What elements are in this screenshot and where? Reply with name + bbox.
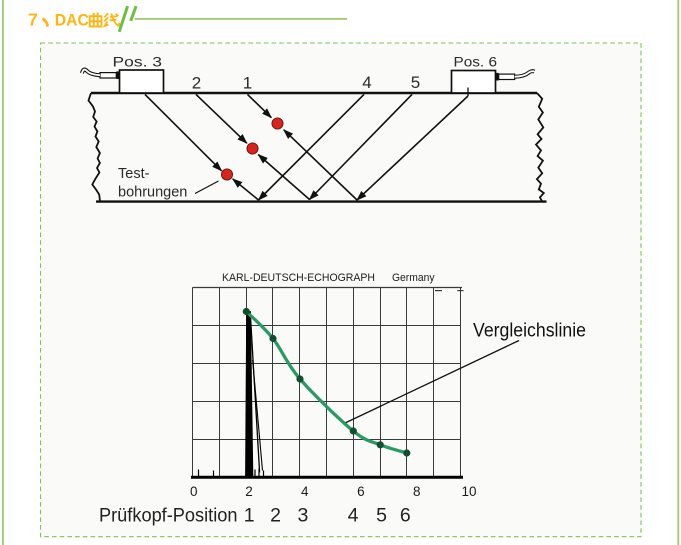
svg-text:10: 10 bbox=[461, 484, 476, 499]
svg-text:6: 6 bbox=[400, 505, 411, 527]
svg-text:0: 0 bbox=[190, 484, 198, 499]
svg-text:5: 5 bbox=[411, 73, 420, 92]
svg-text:7: 7 bbox=[28, 9, 38, 29]
svg-text:4: 4 bbox=[348, 505, 359, 527]
svg-text:Prüfkopf-Position: Prüfkopf-Position bbox=[99, 505, 238, 527]
svg-text:Germany: Germany bbox=[392, 272, 435, 284]
svg-text:4: 4 bbox=[362, 73, 371, 92]
svg-text:5: 5 bbox=[376, 505, 387, 527]
svg-text:8: 8 bbox=[413, 484, 421, 499]
svg-text:2: 2 bbox=[192, 74, 201, 93]
svg-text:Test-: Test- bbox=[118, 166, 150, 182]
svg-text:6: 6 bbox=[357, 484, 365, 499]
svg-text:Pos. 3: Pos. 3 bbox=[113, 55, 163, 70]
svg-text:2: 2 bbox=[245, 484, 253, 499]
svg-text:Vergleichslinie: Vergleichslinie bbox=[473, 320, 586, 342]
svg-text:KARL-DEUTSCH-ECHOGRAPH: KARL-DEUTSCH-ECHOGRAPH bbox=[222, 272, 375, 284]
svg-text:bohrungen: bohrungen bbox=[118, 185, 187, 201]
svg-text:1: 1 bbox=[244, 505, 255, 527]
svg-text:Pos. 6: Pos. 6 bbox=[454, 55, 498, 70]
svg-text:4: 4 bbox=[301, 484, 309, 499]
svg-text:3: 3 bbox=[297, 505, 308, 527]
svg-text:2: 2 bbox=[270, 505, 281, 527]
svg-text:1: 1 bbox=[243, 74, 252, 93]
svg-text:DAC: DAC bbox=[55, 10, 89, 29]
